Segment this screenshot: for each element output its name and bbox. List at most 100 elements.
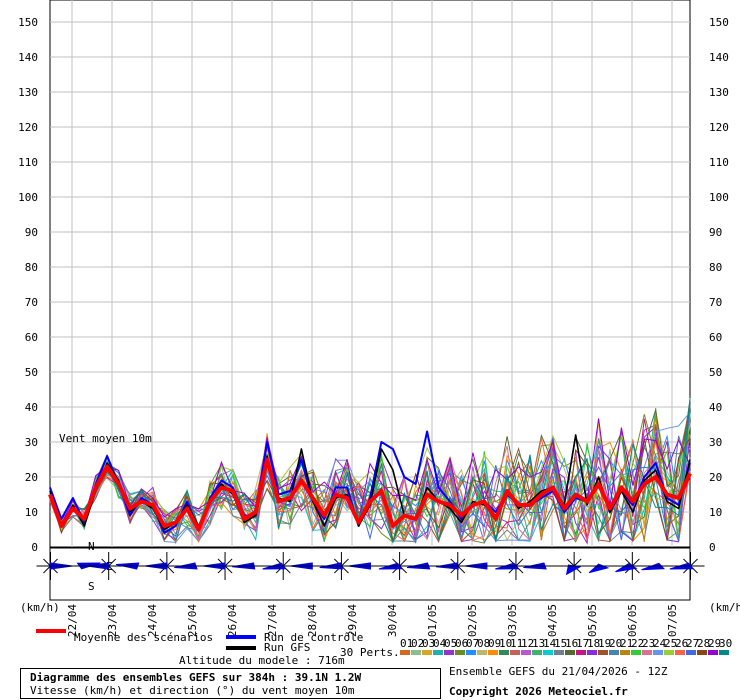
compass-ray [108,558,117,567]
compass-ray [631,558,640,567]
chart-ticks: 0 0 10 10 20 20 30 30 40 40 50 50 60 60 70 70 80 80 90 90 10… [18,16,729,554]
y-tick-label-right: 120 [709,121,729,134]
x-tick-label: 02/05 [466,604,479,637]
perturbation-swatch-04 [433,650,443,655]
compass-ray [341,565,349,574]
y-tick-label-left: 20 [25,471,38,484]
x-tick-label: 03/05 [506,604,519,637]
compass-ray [457,565,466,574]
compass-ray [224,558,233,567]
footer-run-info: Ensemble GEFS du 21/04/2026 - 12Z [449,665,668,678]
perturbation-swatch-15 [554,650,564,655]
perturbation-id-08: 08 [477,637,490,650]
compass-ray [457,558,466,567]
x-tick-label: 23/04 [106,604,119,637]
perturbation-swatch-01 [400,650,410,655]
perturbation-id-06: 06 [455,637,468,650]
x-tick-label: 28/04 [306,604,319,637]
x-axis-labels: 22/04 23/04 24/04 25/04 26/04 27/04 28/04 29/04… [66,604,679,637]
legend-label-control: Run de contrôle [264,631,363,644]
perturbation-swatch-29 [708,650,718,655]
compass-north: N [88,540,95,553]
x-tick-label: 05/05 [586,604,599,637]
perturbation-id-04: 04 [433,637,447,650]
compass-ray [108,565,117,574]
y-tick-label-right: 130 [709,86,729,99]
perturbation-id-02: 02 [411,637,424,650]
compass-ray [43,558,51,567]
perturbation-id-14: 14 [543,637,557,650]
y-tick-label-left: 100 [18,191,38,204]
compass-ray [224,565,233,574]
x-tick-label: 30/04 [386,604,399,637]
y-tick-label-left: 130 [18,86,38,99]
y-tick-label-left: 70 [25,296,38,309]
x-tick-label: 27/04 [266,604,279,637]
x-tick-label: 26/04 [226,604,239,637]
perturbation-id-05: 05 [444,637,457,650]
y-tick-label-left: 120 [18,121,38,134]
perturbation-id-01: 01 [400,637,413,650]
perturbation-id-30: 30 [719,637,732,650]
perturbation-swatch-03 [422,650,432,655]
y-tick-label-right: 80 [709,261,722,274]
perturbation-swatch-10 [499,650,509,655]
compass-ray [399,558,408,567]
x-tick-label: 29/04 [346,604,359,637]
perturbation-swatch-25 [664,650,674,655]
y-tick-label-left: 80 [25,261,38,274]
perturbation-swatch-13 [532,650,542,655]
y-tick-label-right: 40 [709,401,722,414]
perturbation-swatch-21 [620,650,630,655]
perturbation-swatch-28 [697,650,707,655]
x-tick-label: 04/05 [546,604,559,637]
perturbation-swatch-20 [609,650,619,655]
x-tick-label: 01/05 [426,604,439,637]
perturbation-id-17: 17 [576,637,589,650]
y-tick-label-left: 30 [25,436,38,449]
footer-copyright: Copyright 2026 Meteociel.fr [449,685,628,698]
chart-grid [49,0,691,548]
compass-ray [573,558,582,567]
perturbation-swatch-24 [653,650,663,655]
perturbation-id-07: 07 [466,637,479,650]
perturbation-id-03: 03 [422,637,435,650]
perturbation-swatch-26 [675,650,685,655]
perturbation-id-29: 29 [708,637,721,650]
compass-ray [166,558,175,567]
perturbation-id-28: 28 [697,637,710,650]
perturbation-id-26: 26 [675,637,688,650]
perturbation-line-20 [49,435,691,544]
y-tick-label-right: 20 [709,471,722,484]
y-tick-label-right: 150 [709,16,729,29]
y-tick-label-right: 10 [709,506,722,519]
y-tick-label-left: 150 [18,16,38,29]
y-tick-label-right: 50 [709,366,722,379]
compass-ray [43,565,51,574]
y-tick-label-left: 0 [31,541,38,554]
perturbation-swatch-17 [576,650,586,655]
perturbation-swatch-19 [598,650,608,655]
perturbation-line-18 [49,425,691,545]
y-tick-label-right: 90 [709,226,722,239]
y-tick-label-right: 100 [709,191,729,204]
perturbation-id-24: 24 [653,637,667,650]
perturbation-swatch-16 [565,650,575,655]
series-mean-line [48,457,692,532]
perturbation-id-16: 16 [565,637,578,650]
perturbation-swatch-06 [455,650,465,655]
x-tick-label: 07/05 [666,604,679,637]
perturbation-id-22: 22 [631,637,644,650]
perturbation-id-21: 21 [620,637,633,650]
perturbation-id-15: 15 [554,637,567,650]
perturbation-swatch-05 [444,650,454,655]
compass-ray [566,558,575,567]
perturbation-swatch-23 [642,650,652,655]
compass-ray [690,558,698,567]
chart-annotation: Vent moyen 10m [59,432,152,445]
legend-label-gfs: Run GFS [264,641,310,654]
compass-ray [515,558,524,567]
perturbation-swatch-07 [466,650,476,655]
